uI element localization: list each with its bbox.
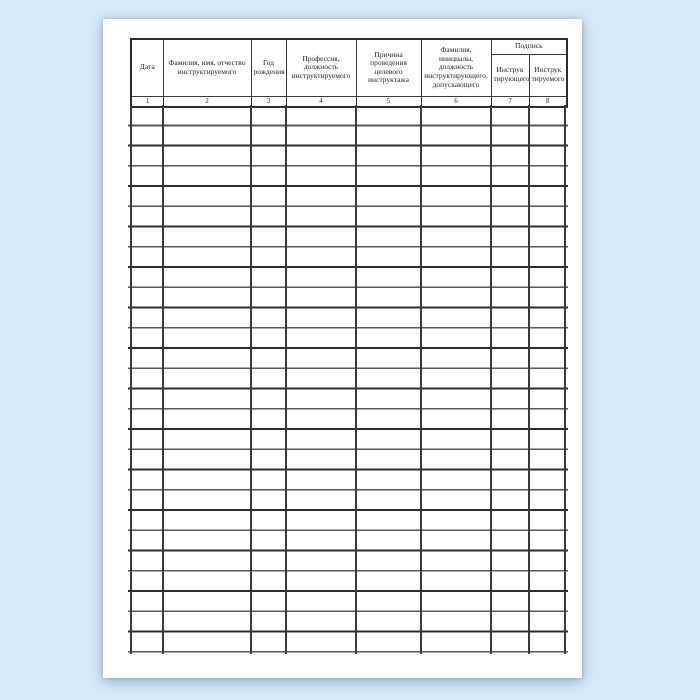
- column-divider-line: [490, 105, 492, 654]
- empty-rows-grid: [128, 105, 568, 654]
- col-header-instructed-signature: Инструк тируемого: [528, 53, 568, 97]
- col-header-instructor-name: Фамилия, инициалы, должность инструктиру…: [420, 38, 492, 97]
- col-header-full-name: Фамилия, имя, отчество инструктируемого: [162, 38, 252, 97]
- column-divider-line: [355, 105, 357, 654]
- column-divider-line: [162, 105, 164, 654]
- document-page: Дата Фамилия, имя, отчество инструктируе…: [103, 19, 582, 678]
- col-header-profession: Профессия, должность инструктируемого: [285, 38, 357, 97]
- journal-table: Дата Фамилия, имя, отчество инструктируе…: [130, 38, 569, 108]
- col-header-birth-year: Год рождения: [250, 38, 287, 97]
- column-divider-line: [420, 105, 422, 654]
- column-divider-line: [250, 105, 252, 654]
- row-lines: [128, 106, 568, 653]
- col-header-instructor-signature: Инструк тирующего: [490, 53, 530, 97]
- column-divider-line: [130, 105, 132, 654]
- header-row-top: Дата Фамилия, имя, отчество инструктируе…: [130, 38, 568, 97]
- column-divider-line: [285, 105, 287, 654]
- col-header-date: Дата: [130, 38, 164, 97]
- column-number: 8: [528, 95, 568, 108]
- column-divider-line: [564, 105, 566, 654]
- column-divider-line: [528, 105, 530, 654]
- signature-group-header: Подпись: [490, 38, 568, 55]
- col-header-briefing-reason: Причина проведения целевого инструктажа: [355, 38, 422, 97]
- header-row-signatures: Инструк тирующего Инструк тируемого: [131, 53, 568, 97]
